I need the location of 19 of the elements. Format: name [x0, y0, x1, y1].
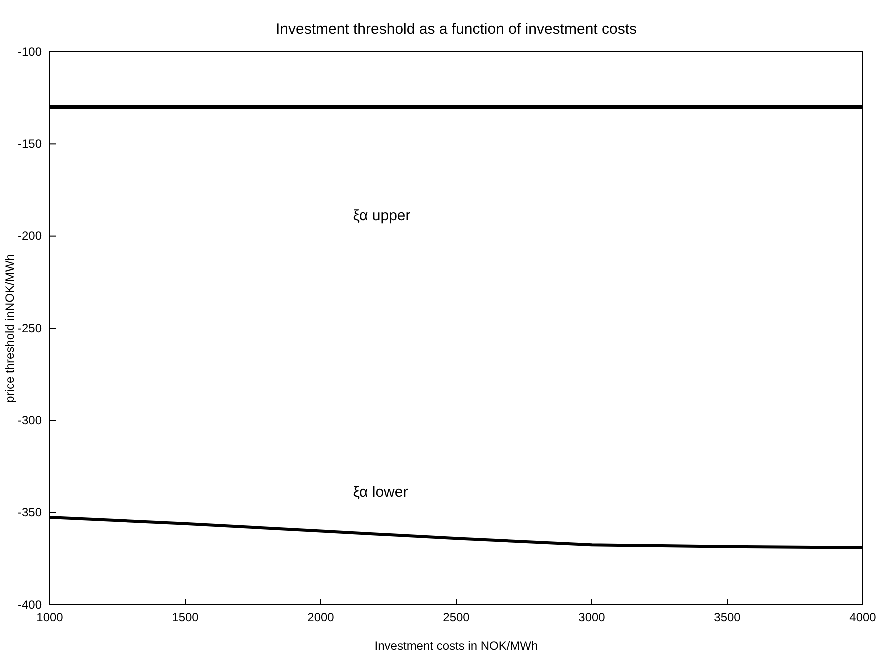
y-tick-label: -100	[18, 44, 42, 59]
y-tick-label: -250	[18, 321, 42, 336]
x-tick-label: 1000	[36, 610, 64, 625]
y-tick-label: -200	[18, 229, 42, 244]
x-tick-label: 2000	[308, 610, 335, 625]
x-axis-title: Investment costs in NOK/MWh	[374, 639, 538, 653]
chart-title: Investment threshold as a function of investment costs	[276, 21, 638, 38]
y-tick-label: -400	[18, 598, 42, 612]
x-tick-label: 3000	[578, 610, 606, 625]
x-tick-label: 1500	[172, 610, 200, 625]
x-tick-label: 2500	[443, 610, 470, 625]
y-tick-label: -150	[18, 137, 42, 152]
y-axis-title: price threshold inNOK/MWh	[3, 254, 17, 403]
y-tick-label: -300	[18, 414, 42, 428]
annotation: ξα lower	[353, 484, 408, 502]
x-tick-label: 4000	[850, 610, 877, 625]
x-tick-label: 3500	[714, 610, 742, 625]
annotation: ξα upper	[353, 208, 411, 225]
y-tick-label: -350	[18, 506, 42, 520]
